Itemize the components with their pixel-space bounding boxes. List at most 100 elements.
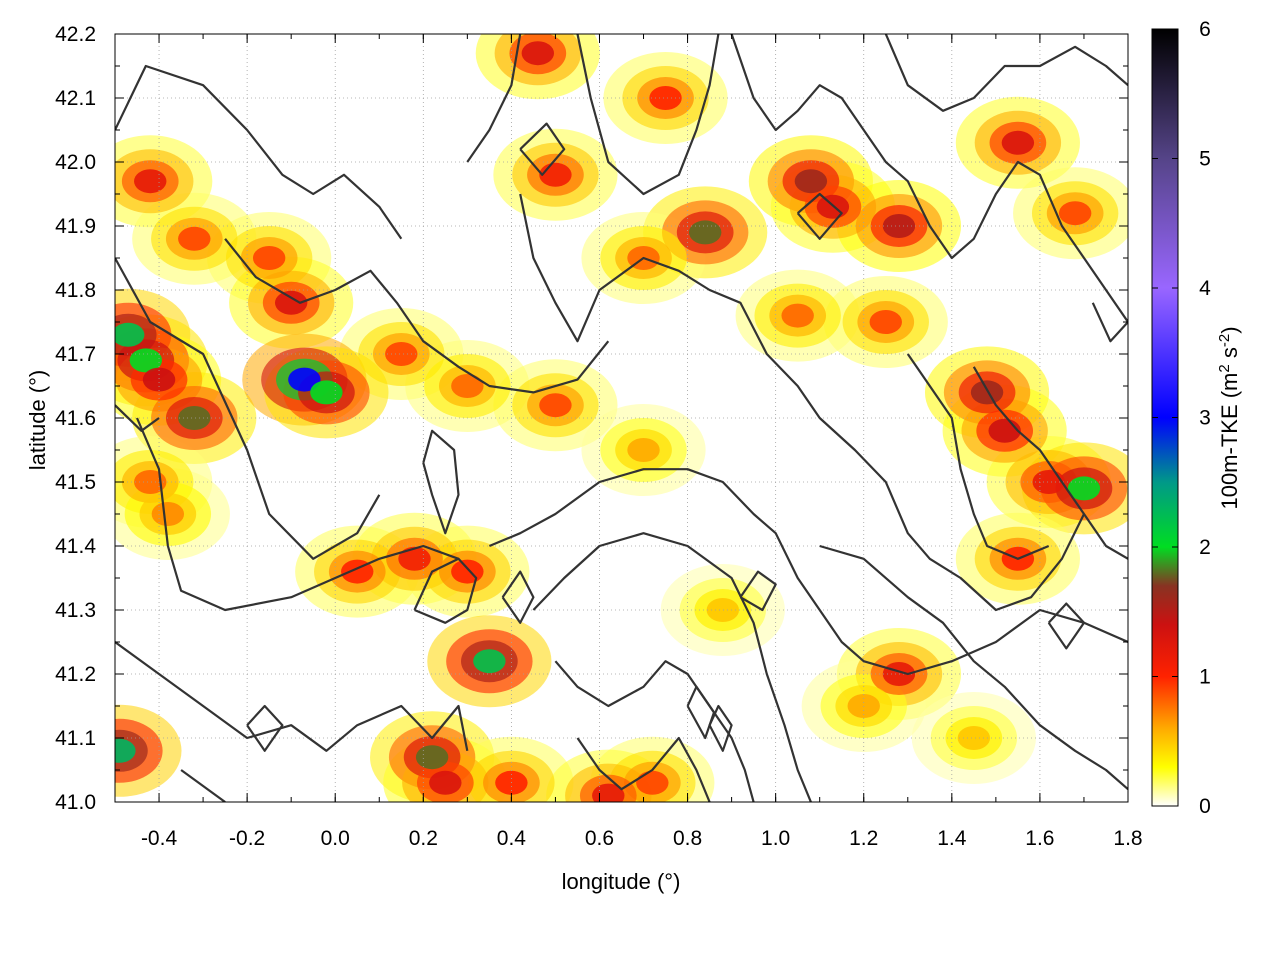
contour-line-9 bbox=[576, 34, 720, 196]
contour-line-1 bbox=[115, 257, 381, 560]
tke-hotspot-29-layer-3 bbox=[794, 169, 828, 194]
contour-line-17 bbox=[972, 366, 1128, 560]
tke-hotspot-32-layer-3 bbox=[869, 310, 902, 334]
y-axis-title: latitude (°) bbox=[25, 370, 50, 471]
tke-hotspot-46-layer-3 bbox=[592, 783, 625, 802]
contour-line-12 bbox=[488, 468, 1128, 676]
x-tick-label: 1.8 bbox=[1113, 827, 1142, 850]
y-tick-label: 41.8 bbox=[55, 279, 96, 302]
y-tick-label: 41.9 bbox=[55, 215, 96, 238]
contour-line-14 bbox=[554, 660, 755, 802]
colorbar-tick-label: 6 bbox=[1199, 18, 1211, 41]
tke-hotspot-37-layer-3 bbox=[988, 418, 1021, 443]
contour-line-13 bbox=[532, 532, 812, 802]
tke-hotspot-34-layer-3 bbox=[1001, 130, 1035, 155]
colorbar-tick-label: 5 bbox=[1199, 148, 1211, 171]
tke-hotspot-9-layer-3 bbox=[178, 406, 211, 430]
tke-hotspot-33-layer-3 bbox=[781, 303, 814, 328]
contour-line-24 bbox=[519, 122, 566, 176]
axis-ticks bbox=[114, 33, 1129, 803]
tke-hotspot-24-layer-3 bbox=[521, 41, 555, 66]
contour-line-22 bbox=[686, 685, 716, 740]
tke-hotspot-13-layer-3 bbox=[310, 380, 343, 405]
y-tick-label: 41.7 bbox=[55, 343, 96, 366]
tke-hotspot-4-layer-3 bbox=[385, 342, 418, 366]
x-tick-label: 1.0 bbox=[761, 827, 790, 850]
contour-line-6 bbox=[422, 429, 460, 535]
tke-hotspot-38-layer-3 bbox=[1032, 470, 1065, 494]
y-tick-label: 41.3 bbox=[55, 599, 96, 622]
colorbar-tick-label: 3 bbox=[1199, 407, 1211, 430]
tke-hotspot-5-layer-3 bbox=[451, 374, 484, 398]
tke-hotspot-12-layer-3 bbox=[288, 367, 321, 392]
tke-hotspot-45-layer-3 bbox=[706, 598, 739, 622]
plot-area bbox=[115, 34, 1128, 802]
tke-hotspot-18-layer-3 bbox=[451, 559, 484, 584]
contour-line-2 bbox=[224, 238, 610, 394]
tke-hotspot-20-layer-3 bbox=[415, 745, 449, 770]
contour-line-25 bbox=[1047, 602, 1086, 650]
tke-hotspot-27-layer-3 bbox=[688, 220, 722, 245]
contour-line-28 bbox=[1091, 302, 1128, 343]
x-tick-label: 0.4 bbox=[497, 827, 527, 850]
tke-hotspot-11-layer-3 bbox=[151, 502, 185, 526]
colorbar-tick-label: 4 bbox=[1199, 277, 1211, 300]
y-tick-label: 42.1 bbox=[55, 87, 96, 110]
terrain-contours bbox=[115, 34, 1128, 802]
y-tick-label: 41.6 bbox=[55, 407, 96, 430]
colorbar-tick-label: 1 bbox=[1199, 666, 1211, 689]
tke-hotspot-17-layer-3 bbox=[398, 546, 431, 571]
y-tick-label: 41.4 bbox=[55, 535, 96, 558]
colorbar-tick-label: 0 bbox=[1199, 795, 1211, 818]
colorbar-tick-label: 2 bbox=[1199, 536, 1211, 559]
colorbar: 0 1 2 3 4 5 6 100m-TKE (m2 s-2) bbox=[1151, 18, 1242, 818]
contour-line-5 bbox=[180, 769, 226, 802]
tke-hotspot-14-layer-3 bbox=[539, 393, 572, 418]
x-tick-label: -0.2 bbox=[229, 827, 265, 850]
contour-line-16 bbox=[819, 544, 1128, 791]
contour-line-23 bbox=[796, 192, 843, 240]
contour-line-19 bbox=[413, 557, 478, 624]
tke-hotspot-43-layer-3 bbox=[957, 726, 991, 750]
tke-hotspot-0-layer-3 bbox=[134, 169, 167, 194]
tke-hotspot-3-layer-3 bbox=[274, 290, 308, 315]
grid-lines bbox=[115, 34, 1128, 802]
contour-line-0 bbox=[115, 64, 403, 240]
tke-hotspot-6-layer-3 bbox=[115, 322, 145, 347]
contour-line-3 bbox=[135, 417, 459, 612]
contour-line-29 bbox=[115, 404, 160, 432]
x-tick-label: 0.6 bbox=[585, 827, 614, 850]
tke-hotspot-19-layer-3 bbox=[473, 649, 506, 674]
x-tick-label: 0.0 bbox=[321, 827, 350, 850]
x-tick-labels: -0.4 -0.2 0.0 0.2 0.4 0.6 0.8 1.0 1.2 1.4 1.6 1.8 bbox=[141, 827, 1143, 850]
y-tick-label: 41.5 bbox=[55, 471, 96, 494]
colorbar-ticks: 0 1 2 3 4 5 6 bbox=[1152, 18, 1211, 818]
contour-line-27 bbox=[708, 704, 733, 752]
y-tick-label: 42.2 bbox=[55, 23, 96, 46]
x-tick-label: 1.2 bbox=[849, 827, 878, 850]
tke-hotspot-44-layer-3 bbox=[636, 770, 669, 795]
contour-line-8 bbox=[466, 34, 522, 163]
y-tick-label: 41.2 bbox=[55, 663, 96, 686]
contour-line-10 bbox=[730, 34, 1128, 323]
tke-hotspot-10-layer-3 bbox=[134, 470, 167, 494]
x-tick-label: -0.4 bbox=[141, 827, 178, 850]
tke-hotspot-23-layer-3 bbox=[115, 738, 136, 763]
tke-hotspot-7-layer-3 bbox=[129, 348, 163, 373]
y-tick-label: 41.0 bbox=[55, 791, 96, 814]
contour-line-11 bbox=[884, 34, 1128, 112]
tke-hotspot-15-layer-3 bbox=[627, 438, 660, 462]
contour-line-26 bbox=[246, 704, 284, 752]
x-tick-label: 1.6 bbox=[1025, 827, 1054, 850]
tke-hotspot-2-layer-3 bbox=[252, 246, 286, 270]
tke-hotspot-31-layer-3 bbox=[882, 214, 916, 238]
contour-line-20 bbox=[501, 570, 535, 624]
contour-line-4 bbox=[115, 641, 469, 752]
x-tick-label: 0.2 bbox=[409, 827, 438, 850]
colorbar-title: 100m-TKE (m2 s-2) bbox=[1216, 326, 1242, 509]
y-tick-label: 41.1 bbox=[55, 727, 96, 750]
tke-hotspot-1-layer-3 bbox=[178, 226, 211, 251]
contour-line-7 bbox=[519, 193, 1085, 612]
tke-hotspot-36-layer-3 bbox=[970, 380, 1004, 405]
tke-hotspot-25-layer-3 bbox=[539, 162, 572, 187]
